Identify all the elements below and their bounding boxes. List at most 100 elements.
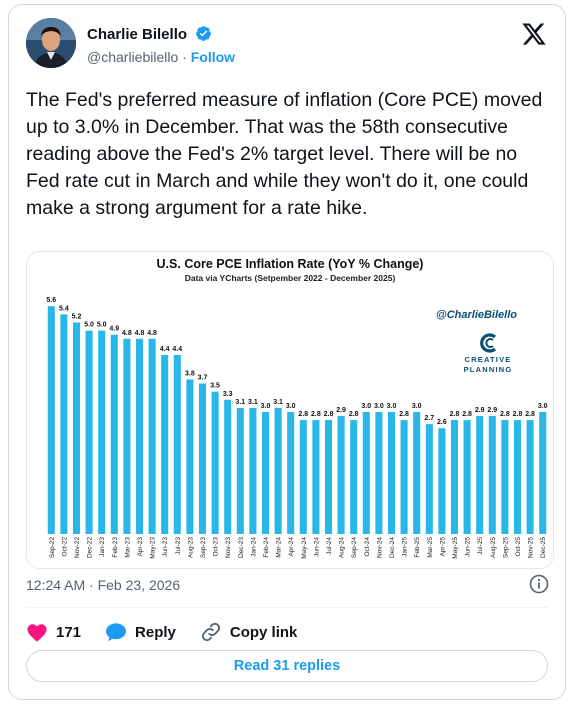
data-label-Jan-24: 3.1 xyxy=(248,399,258,406)
heart-icon xyxy=(26,622,48,642)
bar-Nov-23 xyxy=(224,399,232,534)
avatar[interactable] xyxy=(26,18,76,68)
data-label-Sep-24: 2.8 xyxy=(349,411,359,418)
x-tick-Dec-25: Dec-25 xyxy=(540,537,547,558)
tweet-card: Charlie Bilello @charliebilello · Follow… xyxy=(8,4,566,700)
timestamp[interactable]: 12:24 AM · Feb 23, 2026 xyxy=(26,577,181,593)
x-tick-Dec-23: Dec-23 xyxy=(238,537,245,558)
x-tick-Jun-23: Jun-23 xyxy=(162,537,169,557)
data-label-Oct-22: 5.4 xyxy=(59,305,69,312)
data-label-Apr-25: 2.6 xyxy=(437,419,447,426)
x-tick-Jan-23: Jan-23 xyxy=(99,537,106,557)
author-handle[interactable]: @charliebilello xyxy=(87,49,179,65)
brand-line-2: PLANNING xyxy=(464,365,513,374)
reply-button[interactable]: Reply xyxy=(105,622,176,642)
handle-row: @charliebilello · Follow xyxy=(87,49,235,65)
copy-link-button[interactable]: Copy link xyxy=(200,621,298,643)
data-label-Oct-24: 3.0 xyxy=(361,403,371,410)
chart-bars: 5.6 Sep-22 5.4 Oct-22 5.2 Nov-22 5.0 Dec-22 5.0 J… xyxy=(46,297,547,558)
bar-Jul-25 xyxy=(476,416,484,534)
x-tick-Jul-23: Jul-23 xyxy=(175,537,182,555)
info-icon[interactable] xyxy=(529,574,549,599)
copy-link-label: Copy link xyxy=(229,623,298,641)
x-tick-Sep-23: Sep-23 xyxy=(200,537,207,558)
x-tick-Apr-23: Apr-23 xyxy=(137,537,144,557)
bar-Oct-23 xyxy=(211,391,219,534)
x-tick-Nov-25: Nov-25 xyxy=(528,537,535,558)
data-label-Feb-24: 3.0 xyxy=(261,403,271,410)
data-label-Mar-24: 3.1 xyxy=(273,399,283,406)
x-tick-Sep-22: Sep-22 xyxy=(49,537,56,558)
data-label-May-24: 2.8 xyxy=(298,411,308,418)
chart-image[interactable]: U.S. Core PCE Inflation Rate (YoY % Chan… xyxy=(26,251,554,569)
action-bar: 171 Reply Copy link xyxy=(26,617,321,647)
bar-Jul-23 xyxy=(173,355,181,534)
data-label-Dec-24: 3.0 xyxy=(387,403,397,410)
chart-subtitle: Data via YCharts (Setpember 2022 - Decem… xyxy=(185,273,396,283)
data-label-Mar-25: 2.7 xyxy=(424,415,434,422)
follow-button[interactable]: Follow xyxy=(190,49,236,65)
data-label-May-25: 2.8 xyxy=(450,411,460,418)
x-tick-Oct-24: Oct-24 xyxy=(364,537,371,557)
author-name[interactable]: Charlie Bilello xyxy=(87,25,212,46)
x-tick-Aug-24: Aug-24 xyxy=(339,537,346,558)
bar-Oct-22 xyxy=(60,314,68,534)
x-tick-Oct-23: Oct-23 xyxy=(213,537,220,557)
data-label-Aug-25: 2.9 xyxy=(487,407,497,414)
x-tick-Dec-22: Dec-22 xyxy=(87,537,94,558)
bar-Jan-24 xyxy=(249,407,257,534)
reply-bubble-icon xyxy=(105,622,127,642)
data-label-Jan-23: 5.0 xyxy=(97,322,107,329)
x-tick-Jul-24: Jul-24 xyxy=(326,537,333,555)
bar-Feb-23 xyxy=(110,334,118,534)
bar-Jun-23 xyxy=(161,355,169,534)
data-label-Nov-25: 2.8 xyxy=(525,411,535,418)
bar-Dec-23 xyxy=(236,407,244,534)
bar-Nov-22 xyxy=(72,322,81,534)
data-label-Jul-25: 2.9 xyxy=(475,407,485,414)
x-tick-Mar-23: Mar-23 xyxy=(124,537,131,558)
bar-Aug-24 xyxy=(337,416,345,534)
x-tick-Nov-24: Nov-24 xyxy=(376,537,383,558)
x-tick-Jan-25: Jan-25 xyxy=(402,537,409,557)
like-button[interactable]: 171 xyxy=(26,622,81,642)
bar-Mar-23 xyxy=(123,338,131,534)
reply-label: Reply xyxy=(135,623,176,641)
bar-Sep-25 xyxy=(501,420,509,534)
bar-Apr-23 xyxy=(135,338,144,534)
data-label-Jun-23: 4.4 xyxy=(160,346,170,353)
bar-Aug-25 xyxy=(488,416,496,534)
bar-Jun-24 xyxy=(312,420,320,534)
data-label-Aug-23: 3.8 xyxy=(185,370,195,377)
chart-watermark: @CharlieBilello xyxy=(436,309,517,321)
data-label-Jul-24: 2.8 xyxy=(324,411,334,418)
read-replies-button[interactable]: Read 31 replies xyxy=(26,650,548,682)
bar-Jan-23 xyxy=(98,330,106,534)
creative-planning-logo-icon xyxy=(480,333,497,353)
like-count: 171 xyxy=(56,623,82,641)
author-name-text[interactable]: Charlie Bilello xyxy=(87,26,188,43)
x-tick-Mar-25: Mar-25 xyxy=(427,537,434,558)
data-label-Nov-22: 5.2 xyxy=(72,313,82,320)
data-label-Apr-24: 3.0 xyxy=(286,403,296,410)
x-logo-icon[interactable] xyxy=(521,21,547,47)
data-label-Apr-23: 4.8 xyxy=(135,330,145,337)
bar-Jul-24 xyxy=(324,420,333,534)
x-tick-Sep-25: Sep-25 xyxy=(502,537,509,558)
verified-badge-icon xyxy=(195,25,212,46)
bar-Sep-24 xyxy=(350,420,358,534)
x-tick-Oct-25: Oct-25 xyxy=(515,537,522,557)
data-label-Mar-23: 4.8 xyxy=(122,330,132,337)
bar-Aug-23 xyxy=(186,379,194,534)
x-tick-Oct-22: Oct-22 xyxy=(61,537,68,557)
bar-Apr-24 xyxy=(287,411,295,534)
x-tick-Nov-23: Nov-23 xyxy=(225,537,232,558)
data-label-Jun-24: 2.8 xyxy=(311,411,321,418)
divider xyxy=(26,607,548,608)
x-tick-Mar-24: Mar-24 xyxy=(276,537,283,558)
bar-Nov-24 xyxy=(375,411,383,534)
bar-Apr-25 xyxy=(438,428,446,534)
bar-Dec-24 xyxy=(387,411,396,534)
x-tick-Aug-23: Aug-23 xyxy=(187,537,194,558)
x-tick-Jan-24: Jan-24 xyxy=(250,537,257,557)
